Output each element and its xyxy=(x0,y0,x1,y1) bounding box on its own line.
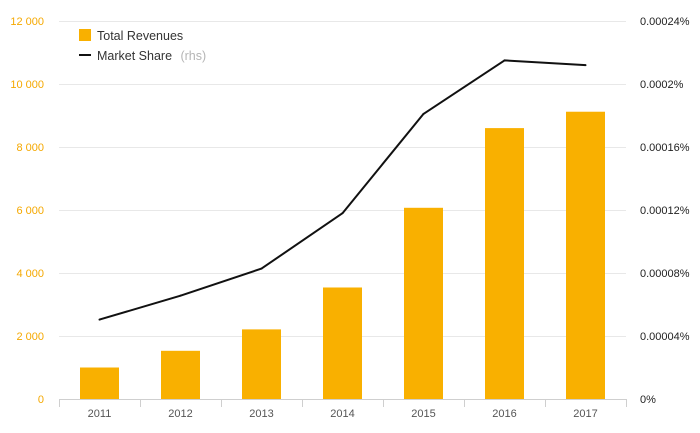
legend-label-market-share-name: Market Share xyxy=(97,49,172,63)
x-tick-label: 2011 xyxy=(88,408,112,420)
x-tick-label: 2014 xyxy=(330,408,354,420)
bar xyxy=(80,367,119,399)
y-left-tick-label: 4 000 xyxy=(16,268,44,280)
legend: Total Revenues Market Share (rhs) xyxy=(79,29,206,64)
gridlines xyxy=(59,21,626,337)
bar xyxy=(161,350,200,399)
legend-swatch-total-revenues xyxy=(79,29,91,41)
y-left-tick-label: 8 000 xyxy=(16,142,44,154)
x-tick-label: 2015 xyxy=(411,408,435,420)
bar-series xyxy=(80,111,605,399)
bar xyxy=(566,111,605,399)
line-point xyxy=(422,112,425,115)
y-right-tick-label: 0.00004% xyxy=(640,331,690,343)
y-left-tick-label: 0 xyxy=(38,394,44,406)
x-tick-label: 2017 xyxy=(573,408,597,420)
y-left-tick-label: 6 000 xyxy=(16,205,44,217)
bar xyxy=(485,128,524,399)
x-tick-label: 2012 xyxy=(168,408,192,420)
legend-label-total-revenues: Total Revenues xyxy=(97,29,183,43)
x-tick-label: 2016 xyxy=(492,408,516,420)
line-point xyxy=(179,294,182,297)
bar xyxy=(404,207,443,399)
line-point xyxy=(260,267,263,270)
line-point xyxy=(98,318,101,321)
legend-label-market-share: Market Share (rhs) xyxy=(97,47,206,64)
y-right-tick-label: 0.00008% xyxy=(640,268,690,280)
y-right-tick-label: 0.00012% xyxy=(640,205,690,217)
line-point xyxy=(503,59,506,62)
y-right-tick-label: 0.00016% xyxy=(640,142,690,154)
line-series xyxy=(98,59,587,321)
line-point xyxy=(341,212,344,215)
y-left-tick-label: 10 000 xyxy=(10,79,44,91)
legend-label-market-share-note: (rhs) xyxy=(180,49,206,63)
x-tick-label: 2013 xyxy=(249,408,273,420)
line-point xyxy=(584,64,587,67)
axes: 0 2 000 4 000 6 000 8 000 10 000 12 000 0% 0.000… xyxy=(10,16,689,420)
y-right-tick-label: 0% xyxy=(640,394,656,406)
y-left-tick-label: 2 000 xyxy=(16,331,44,343)
y-left-tick-label: 12 000 xyxy=(10,16,44,28)
y-right-tick-label: 0.0002% xyxy=(640,79,684,91)
bar xyxy=(323,287,362,399)
bar xyxy=(242,329,281,399)
y-right-tick-label: 0.00024% xyxy=(640,16,690,28)
